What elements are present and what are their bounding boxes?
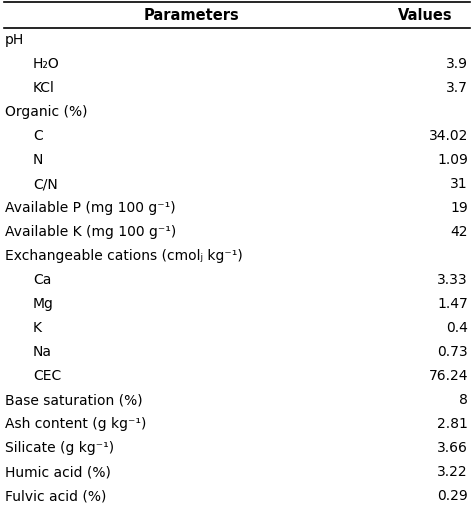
Text: K: K — [33, 321, 42, 335]
Text: 0.4: 0.4 — [446, 321, 468, 335]
Text: Fulvic acid (%): Fulvic acid (%) — [5, 489, 106, 503]
Text: pH: pH — [5, 33, 24, 47]
Text: 0.73: 0.73 — [438, 345, 468, 359]
Text: 2.81: 2.81 — [437, 417, 468, 431]
Text: 42: 42 — [450, 225, 468, 239]
Text: 19: 19 — [450, 201, 468, 215]
Text: 1.47: 1.47 — [437, 297, 468, 311]
Text: Silicate (g kg⁻¹): Silicate (g kg⁻¹) — [5, 441, 114, 455]
Text: Organic (%): Organic (%) — [5, 105, 88, 119]
Text: 3.9: 3.9 — [446, 57, 468, 71]
Text: Ca: Ca — [33, 273, 51, 287]
Text: H₂O: H₂O — [33, 57, 60, 71]
Text: 3.22: 3.22 — [438, 465, 468, 479]
Text: KCl: KCl — [33, 81, 55, 95]
Text: 34.02: 34.02 — [428, 129, 468, 143]
Text: Available P (mg 100 g⁻¹): Available P (mg 100 g⁻¹) — [5, 201, 176, 215]
Text: 3.7: 3.7 — [446, 81, 468, 95]
Text: Base saturation (%): Base saturation (%) — [5, 393, 143, 407]
Text: 3.66: 3.66 — [437, 441, 468, 455]
Text: 31: 31 — [450, 177, 468, 191]
Text: CEC: CEC — [33, 369, 61, 383]
Text: 8: 8 — [459, 393, 468, 407]
Text: Mg: Mg — [33, 297, 54, 311]
Text: Parameters: Parameters — [144, 8, 240, 22]
Text: Na: Na — [33, 345, 52, 359]
Text: 76.24: 76.24 — [428, 369, 468, 383]
Text: Humic acid (%): Humic acid (%) — [5, 465, 111, 479]
Text: Exchangeable cations (cmolⱼ kg⁻¹): Exchangeable cations (cmolⱼ kg⁻¹) — [5, 249, 243, 263]
Text: Ash content (g kg⁻¹): Ash content (g kg⁻¹) — [5, 417, 146, 431]
Text: N: N — [33, 153, 44, 167]
Text: C: C — [33, 129, 43, 143]
Text: Available K (mg 100 g⁻¹): Available K (mg 100 g⁻¹) — [5, 225, 176, 239]
Text: C/N: C/N — [33, 177, 58, 191]
Text: 0.29: 0.29 — [437, 489, 468, 503]
Text: Values: Values — [398, 8, 452, 22]
Text: 1.09: 1.09 — [437, 153, 468, 167]
Text: 3.33: 3.33 — [438, 273, 468, 287]
